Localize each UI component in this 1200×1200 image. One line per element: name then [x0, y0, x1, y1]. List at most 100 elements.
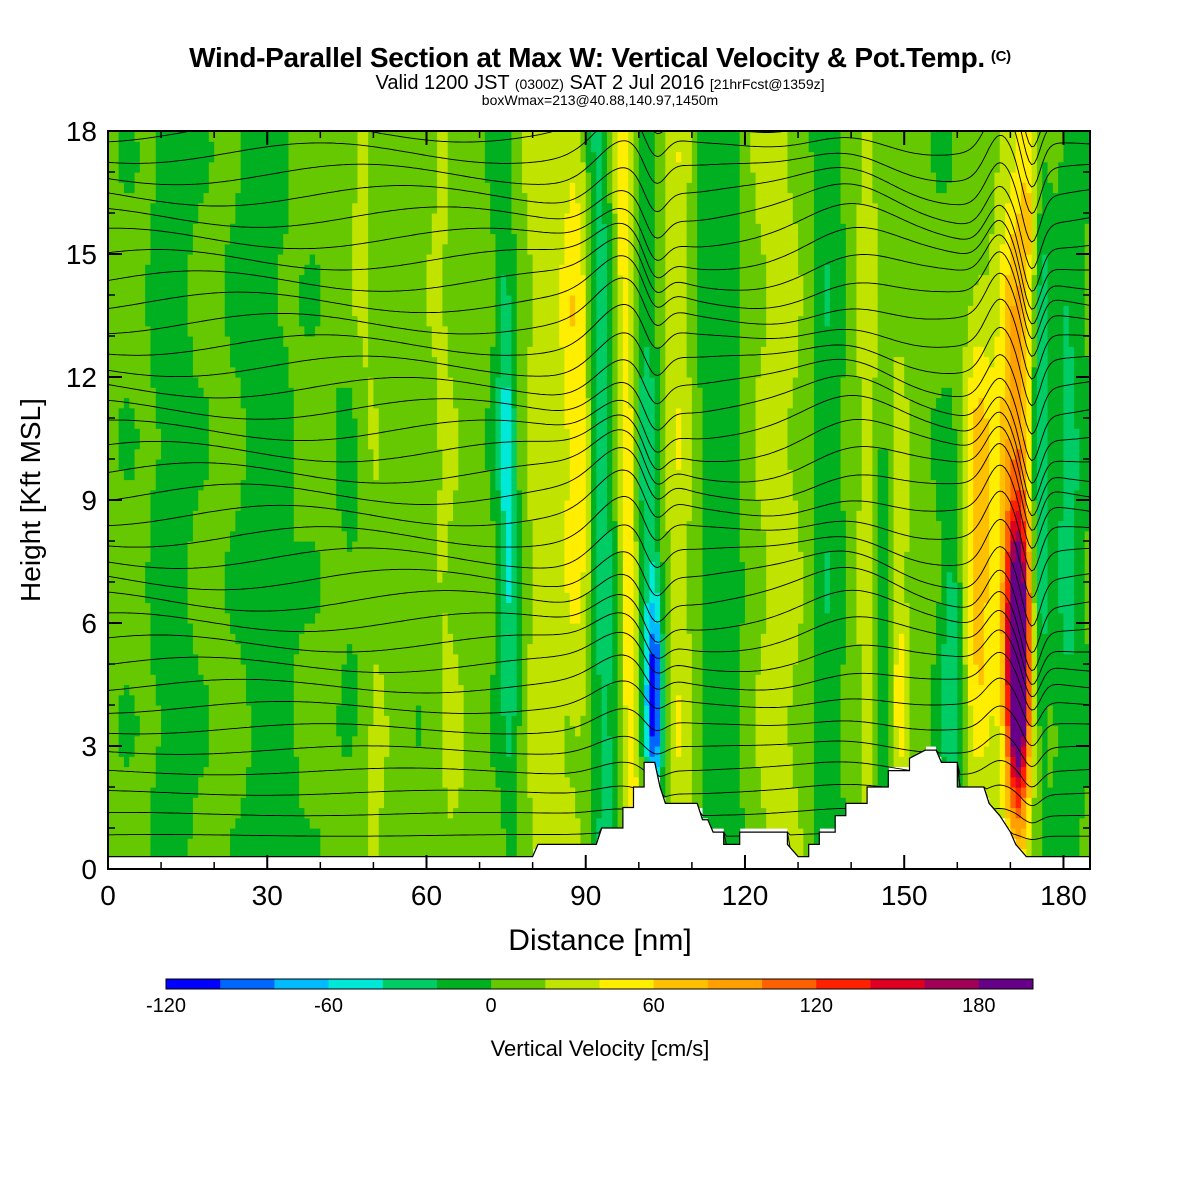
velocity-cell [129, 602, 136, 614]
velocity-cell [177, 489, 183, 501]
velocity-cell [150, 366, 157, 378]
velocity-cell [256, 213, 263, 224]
velocity-cell [463, 151, 470, 163]
velocity-cell [261, 213, 268, 224]
velocity-cell [437, 387, 444, 399]
velocity-cell [145, 387, 152, 399]
velocity-cell [373, 530, 380, 542]
velocity-cell [203, 489, 210, 501]
velocity-cell [192, 500, 199, 511]
velocity-cell [373, 315, 380, 327]
velocity-cell [421, 756, 428, 768]
velocity-cell [293, 479, 300, 491]
velocity-cell [394, 674, 401, 686]
velocity-cell [134, 530, 141, 542]
velocity-cell [203, 315, 210, 327]
velocity-cell [426, 161, 433, 173]
velocity-cell [203, 428, 210, 440]
velocity-cell [256, 725, 263, 737]
velocity-cell [235, 161, 242, 173]
velocity-cell [219, 172, 226, 183]
velocity-cell [123, 346, 130, 358]
velocity-cell [198, 479, 205, 491]
velocity-cell [134, 295, 141, 306]
velocity-cell [431, 735, 438, 747]
velocity-cell [235, 202, 242, 214]
velocity-cell [315, 746, 321, 757]
velocity-cell [437, 438, 444, 450]
velocity-cell [463, 664, 470, 675]
velocity-cell [299, 151, 305, 163]
velocity-cell [341, 336, 348, 347]
velocity-cell [108, 787, 114, 798]
velocity-cell [468, 776, 475, 788]
velocity-cell [219, 254, 226, 265]
velocity-cell [394, 192, 401, 204]
velocity-cell [421, 510, 428, 522]
velocity-cell [171, 131, 178, 142]
velocity-cell [171, 254, 178, 265]
velocity-cell [378, 510, 385, 522]
velocity-cell [320, 828, 327, 839]
velocity-cell [267, 694, 274, 706]
velocity-cell [346, 243, 353, 255]
velocity-cell [230, 418, 236, 429]
velocity-cell [134, 264, 141, 276]
velocity-cell [123, 202, 130, 214]
velocity-cell [458, 264, 465, 276]
velocity-cell [437, 520, 444, 532]
velocity-cell [166, 233, 173, 245]
velocity-cell [330, 623, 337, 634]
velocity-cell [346, 202, 353, 214]
velocity-cell [341, 551, 348, 563]
velocity-cell [235, 479, 242, 491]
velocity-cell [177, 797, 183, 809]
velocity-cell [113, 664, 120, 675]
velocity-cell [224, 602, 231, 614]
velocity-cell [458, 530, 465, 542]
velocity-cell [251, 735, 258, 747]
velocity-cell [214, 664, 221, 675]
velocity-cell [304, 295, 311, 306]
velocity-cell [272, 735, 279, 747]
velocity-cell [336, 223, 343, 235]
velocity-cell [399, 725, 406, 737]
velocity-cell [431, 377, 438, 388]
velocity-cell [463, 356, 470, 368]
velocity-cell [384, 766, 390, 778]
velocity-cell [283, 448, 290, 460]
velocity-cell [304, 336, 311, 347]
velocity-cell [458, 766, 465, 778]
velocity-cell [198, 766, 205, 778]
velocity-cell [463, 325, 470, 337]
velocity-cell [219, 448, 226, 460]
velocity-cell [426, 653, 433, 665]
velocity-cell [261, 684, 268, 696]
velocity-cell [261, 766, 268, 778]
velocity-cell [129, 387, 136, 399]
velocity-cell [203, 582, 210, 593]
velocity-cell [458, 479, 465, 491]
velocity-cell [341, 776, 348, 788]
velocity-cell [394, 838, 401, 850]
velocity-cell [368, 428, 375, 440]
velocity-cell [415, 828, 422, 839]
velocity-cell [315, 653, 321, 665]
velocity-cell [203, 295, 210, 306]
velocity-cell [288, 807, 295, 819]
velocity-cell [113, 766, 120, 778]
velocity-cell [288, 325, 295, 337]
velocity-cell [357, 192, 364, 204]
velocity-cell [246, 561, 252, 573]
velocity-cell [108, 674, 114, 686]
velocity-cell [283, 202, 290, 214]
velocity-cell [458, 469, 465, 481]
velocity-cell [341, 346, 348, 358]
velocity-cell [198, 151, 205, 163]
velocity-cell [463, 192, 470, 204]
velocity-cell [155, 817, 162, 829]
velocity-cell [288, 182, 295, 194]
velocity-cell [373, 254, 380, 265]
velocity-cell [134, 397, 141, 409]
velocity-cell [208, 448, 215, 460]
